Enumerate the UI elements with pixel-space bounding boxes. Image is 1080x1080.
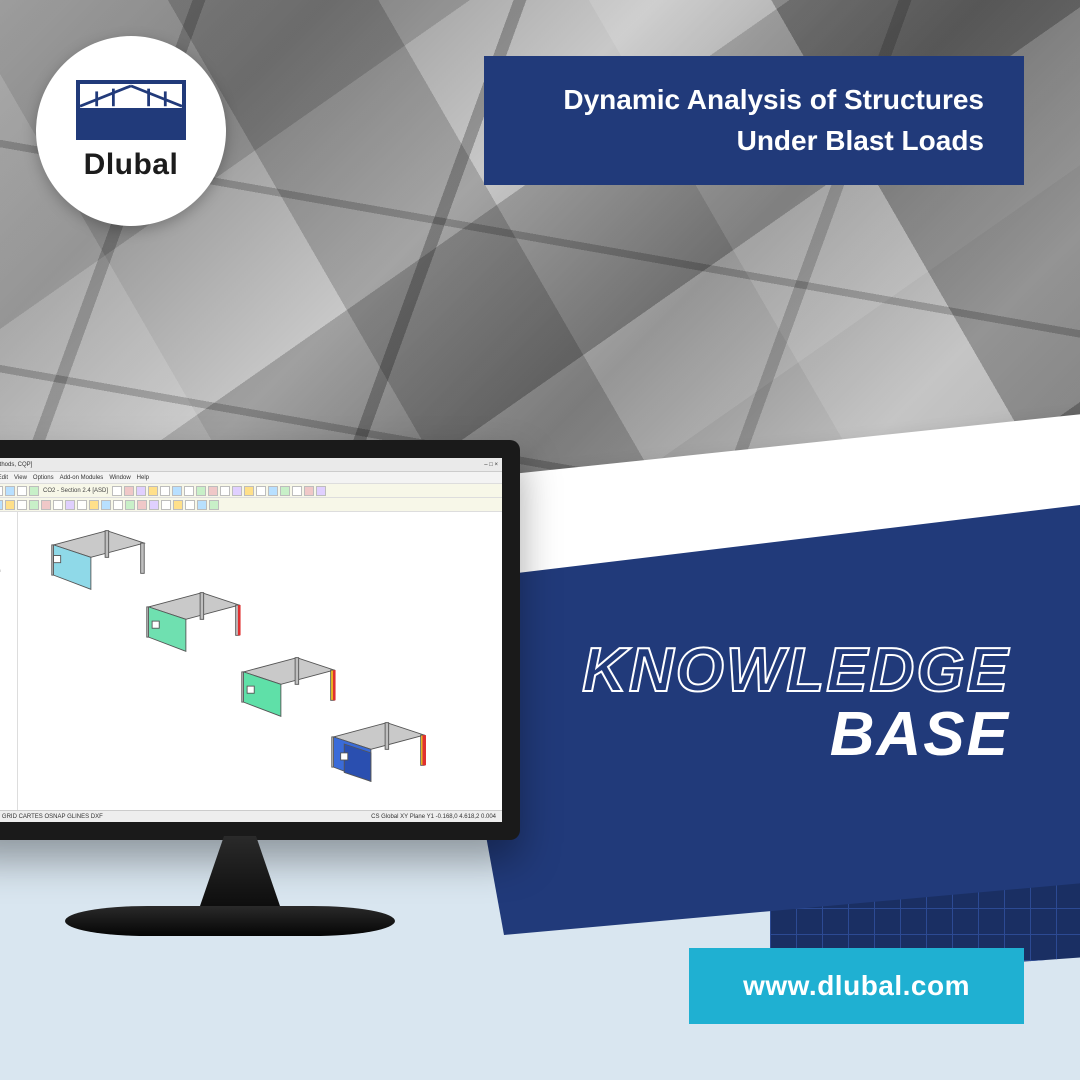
status-item[interactable]: DXF (91, 814, 103, 820)
menu-item[interactable]: Help (137, 475, 149, 481)
article-title-line1: Dynamic Analysis of Structures (524, 80, 984, 121)
window-titlebar: TS methods, CQP] – □ × (0, 458, 502, 472)
toolbar-button[interactable] (17, 486, 27, 496)
status-bar: SNAP GRID CARTES OSNAP GLINES DXF CS Glo… (0, 810, 502, 822)
panel-text: al sto of ste- sign o l ste Desig s of t… (0, 514, 15, 586)
workspace: al sto of ste- sign o l ste Desig s of t… (0, 512, 502, 810)
kb-line2: BASE (582, 702, 1010, 767)
knowledge-base-heading: KNOWLEDGE BASE (582, 640, 1010, 767)
menu-bar[interactable]: File Edit View Options Add-on Modules Wi… (0, 472, 502, 484)
menu-item[interactable]: Options (33, 475, 54, 481)
toolbar-button[interactable] (208, 486, 218, 496)
toolbar-button[interactable] (160, 486, 170, 496)
toolbar-button[interactable] (196, 486, 206, 496)
toolbar-button[interactable] (101, 500, 111, 510)
menu-item[interactable]: Window (109, 475, 130, 481)
menu-item[interactable]: Add-on Modules (60, 475, 104, 481)
toolbar-button[interactable] (173, 500, 183, 510)
menu-item[interactable]: View (14, 475, 27, 481)
toolbar-button[interactable] (172, 486, 182, 496)
toolbar-button[interactable] (148, 486, 158, 496)
toolbar-button[interactable] (292, 486, 302, 496)
toolbar-combo[interactable]: CO2 - Section 2.4 [ASD] (43, 488, 108, 494)
toolbar-button[interactable] (41, 500, 51, 510)
brand-badge: Dlubal (36, 36, 226, 226)
toolbar-button[interactable] (197, 500, 207, 510)
toolbar-button[interactable] (65, 500, 75, 510)
toolbar-button[interactable] (256, 486, 266, 496)
toolbar-button[interactable] (5, 486, 15, 496)
status-item[interactable]: OSNAP (44, 814, 65, 820)
toolbar-button[interactable] (113, 500, 123, 510)
toolbar-button[interactable] (149, 500, 159, 510)
article-title-box: Dynamic Analysis of Structures Under Bla… (484, 56, 1024, 185)
window-controls[interactable]: – □ × (484, 458, 498, 471)
status-item[interactable]: GLINES (67, 814, 89, 820)
monitor-neck (200, 836, 280, 906)
toolbar-button[interactable] (304, 486, 314, 496)
toolbar-button[interactable] (0, 500, 3, 510)
toolbar-button[interactable] (112, 486, 122, 496)
toolbar-button[interactable] (161, 500, 171, 510)
toolbar-button[interactable] (89, 500, 99, 510)
toolbar-row-2[interactable] (0, 498, 502, 512)
toolbar-button[interactable] (5, 500, 15, 510)
brand-logo-icon (76, 80, 186, 140)
toolbar-button[interactable] (209, 500, 219, 510)
toolbar-button[interactable] (77, 500, 87, 510)
toolbar-button[interactable] (17, 500, 27, 510)
status-left: SNAP GRID CARTES OSNAP GLINES DXF (0, 814, 103, 820)
app-screenshot: TS methods, CQP] – □ × File Edit View Op… (0, 458, 502, 822)
toolbar-button[interactable] (268, 486, 278, 496)
toolbar-button[interactable] (232, 486, 242, 496)
monitor-bezel: TS methods, CQP] – □ × File Edit View Op… (0, 440, 520, 840)
toolbar-row-1[interactable]: CO2 - Section 2.4 [ASD] (0, 484, 502, 498)
article-title-line2: Under Blast Loads (524, 121, 984, 162)
toolbar-button[interactable] (280, 486, 290, 496)
toolbar-button[interactable] (125, 500, 135, 510)
status-item[interactable]: CARTES (19, 814, 43, 820)
toolbar-button[interactable] (185, 500, 195, 510)
toolbar-button[interactable] (136, 486, 146, 496)
toolbar-button[interactable] (29, 500, 39, 510)
toolbar-button[interactable] (29, 486, 39, 496)
structure-4 (318, 712, 438, 792)
menu-item[interactable]: Edit (0, 475, 8, 481)
navigator-panel[interactable]: al sto of ste- sign o l ste Desig s of t… (0, 512, 18, 810)
toolbar-button[interactable] (316, 486, 326, 496)
bridge-icon (80, 84, 182, 140)
monitor-stand (65, 906, 395, 936)
promo-card: KNOWLEDGE BASE Dlubal Dynamic Analysis o… (0, 0, 1080, 1080)
kb-line1: KNOWLEDGE (582, 640, 1010, 702)
brand-name: Dlubal (84, 148, 179, 182)
monitor: TS methods, CQP] – □ × File Edit View Op… (0, 440, 520, 936)
website-url: www.dlubal.com (743, 970, 970, 1001)
website-link[interactable]: www.dlubal.com (689, 948, 1024, 1024)
status-item[interactable]: GRID (2, 814, 17, 820)
toolbar-button[interactable] (53, 500, 63, 510)
toolbar-button[interactable] (220, 486, 230, 496)
window-title: TS methods, CQP] (0, 458, 32, 471)
toolbar-button[interactable] (137, 500, 147, 510)
model-viewport[interactable] (18, 512, 502, 810)
toolbar-button[interactable] (184, 486, 194, 496)
status-right: CS Global XY Plane Y1 -0.168,0 4.618,2 0… (371, 814, 496, 820)
toolbar-button[interactable] (124, 486, 134, 496)
toolbar-button[interactable] (244, 486, 254, 496)
toolbar-button[interactable] (0, 486, 3, 496)
